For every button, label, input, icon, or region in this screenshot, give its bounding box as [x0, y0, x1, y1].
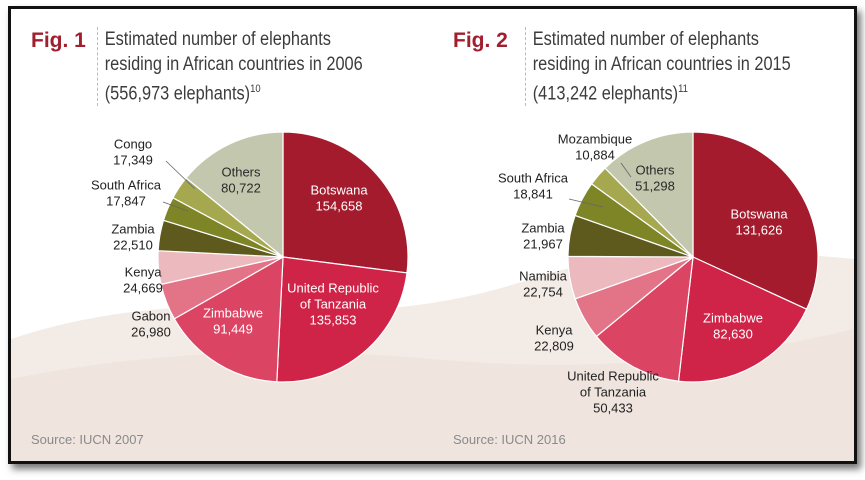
slice-value-botswana: 154,658: [316, 198, 363, 213]
slice-label-botswana: Botswana: [730, 206, 788, 221]
slice-label-others: Others: [221, 164, 261, 179]
slice-value-others: 80,722: [221, 180, 261, 195]
slice-value-mozambique: 10,884: [575, 147, 615, 162]
figure-frame: Fig. 1 Estimated number of elephants res…: [8, 6, 857, 464]
leader-line-south-africa: [568, 198, 604, 208]
slice-value-zambia: 22,510: [113, 237, 153, 252]
slice-value-united-republic-of-tanzania: 50,433: [593, 400, 633, 415]
slice-value-zimbabwe: 91,449: [213, 321, 253, 336]
leader-line-congo: [165, 160, 196, 190]
source-note: Source: IUCN 2007: [31, 432, 144, 447]
leader-line-mozambique: [620, 162, 632, 178]
slice-label-united-republic-of-tanzania: United Republic: [567, 368, 659, 383]
title-line-3: (556,973 elephants)10: [105, 77, 378, 106]
slice-value-united-republic-of-tanzania: 135,853: [310, 312, 357, 327]
slice-value-others: 51,298: [635, 178, 675, 193]
slice-label-kenya: Kenya: [125, 264, 163, 279]
slice-label-line2-united-republic-of-tanzania: of Tanzania: [300, 296, 367, 311]
source-note: Source: IUCN 2016: [453, 432, 566, 447]
title-line-2: residing in African countries in 2015: [532, 54, 791, 75]
slice-label-zimbabwe: Zimbabwe: [703, 310, 763, 325]
pie-slice-others: [185, 131, 284, 259]
pie-slice-united-republic-of-tanzania: [276, 256, 408, 383]
slice-label-others: Others: [635, 162, 675, 177]
figure-1: Fig. 1 Estimated number of elephants res…: [11, 9, 432, 461]
slice-label-zambia: Zambia: [111, 221, 155, 236]
pie-slices: [567, 131, 819, 383]
figure-label: Fig. 2: [453, 29, 508, 52]
slice-value-gabon: 26,980: [131, 324, 171, 339]
slice-value-botswana: 131,626: [736, 222, 783, 237]
title-line-1: Estimated number of elephants: [104, 29, 331, 50]
slice-label-zambia: Zambia: [521, 220, 565, 235]
title-line-1: Estimated number of elephants: [532, 29, 759, 50]
slice-value-congo: 17,349: [113, 152, 153, 167]
pie-slice-botswana: [692, 131, 819, 310]
slice-label-gabon: Gabon: [131, 308, 170, 323]
title-total: (413,242 elephants): [532, 83, 679, 105]
pie-slice-botswana: [282, 131, 409, 274]
slice-label-kenya: Kenya: [536, 322, 574, 337]
slice-value-zambia: 21,967: [523, 236, 563, 251]
slice-label-south-africa: South Africa: [91, 177, 162, 192]
figure-label: Fig. 1: [31, 29, 86, 52]
footnote-marker: 10: [250, 83, 261, 95]
leader-line-south-africa: [162, 201, 189, 212]
figure-title: Estimated number of elephants residing i…: [97, 27, 378, 107]
slice-label-mozambique: Mozambique: [558, 131, 632, 146]
slice-label-line2-united-republic-of-tanzania: of Tanzania: [580, 384, 647, 399]
slice-value-kenya: 22,809: [534, 338, 574, 353]
pie-slice-zimbabwe: [677, 256, 808, 383]
pie-slices: [157, 131, 409, 383]
figure-title: Estimated number of elephants residing i…: [525, 27, 806, 107]
slice-value-namibia: 22,754: [523, 284, 563, 299]
slice-value-kenya: 24,669: [123, 280, 163, 295]
slice-label-zimbabwe: Zimbabwe: [203, 305, 263, 320]
slice-value-south-africa: 18,841: [513, 186, 553, 201]
figure-2: Fig. 2 Estimated number of elephants res…: [433, 9, 854, 461]
slice-label-south-africa: South Africa: [498, 170, 569, 185]
slice-value-south-africa: 17,847: [106, 193, 146, 208]
slice-label-botswana: Botswana: [310, 182, 368, 197]
slice-value-zimbabwe: 82,630: [713, 326, 753, 341]
pie-slice-others: [604, 131, 694, 259]
footnote-marker: 11: [678, 83, 688, 95]
pie-slice-zimbabwe: [173, 255, 284, 383]
title-line-2: residing in African countries in 2006: [104, 54, 363, 75]
title-line-3: (413,242 elephants)11: [533, 77, 806, 106]
slice-label-namibia: Namibia: [519, 268, 567, 283]
pie-slice-united-republic-of-tanzania: [595, 255, 694, 382]
slice-label-congo: Congo: [114, 136, 152, 151]
slice-label-united-republic-of-tanzania: United Republic: [287, 280, 379, 295]
title-total: (556,973 elephants): [104, 83, 251, 105]
